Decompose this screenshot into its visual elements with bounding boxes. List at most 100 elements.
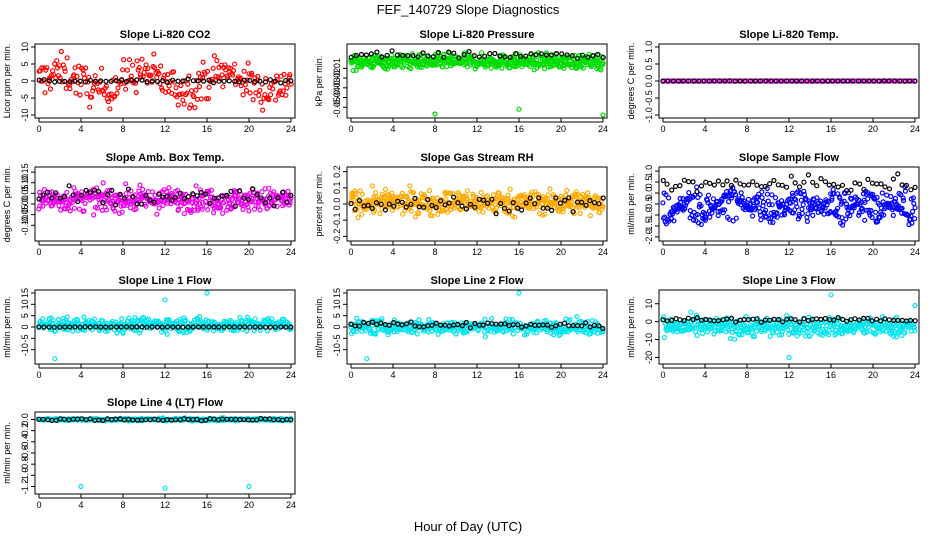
data-point <box>69 79 75 85</box>
data-point <box>70 328 76 334</box>
data-point <box>890 176 897 182</box>
data-point <box>257 207 263 213</box>
data-point <box>77 324 83 330</box>
data-point <box>156 205 162 211</box>
data-point <box>359 211 365 217</box>
series-2 <box>660 78 918 84</box>
data-point <box>767 215 774 221</box>
data-point <box>61 65 68 71</box>
data-point <box>561 320 568 326</box>
data-point <box>288 192 294 198</box>
data-point <box>510 331 516 337</box>
panel-title: Slope Li-820 CO2 <box>120 29 210 41</box>
data-point <box>56 78 63 84</box>
data-point <box>421 204 427 210</box>
figure-xlabel: Hour of Day (UTC) <box>414 519 522 534</box>
data-point <box>81 208 87 214</box>
data-point <box>100 180 106 186</box>
x-tick-label: 8 <box>120 370 125 380</box>
data-point <box>62 206 68 212</box>
data-point <box>160 202 166 208</box>
y-tick-label: 0.0 <box>20 413 30 426</box>
y-tick-label: -0.05 <box>20 204 30 225</box>
data-point <box>371 194 377 200</box>
data-point <box>464 329 470 335</box>
y-axis-label: kPa per min. <box>314 56 324 107</box>
data-point <box>425 53 431 59</box>
y-tick-label: -0.5 <box>644 90 654 106</box>
x-tick-label: 24 <box>598 247 608 257</box>
data-point <box>52 79 58 85</box>
data-point <box>804 218 811 224</box>
y-tick-label: 0.0 <box>644 75 654 88</box>
y-axis-label: ml/min per min. <box>626 296 636 358</box>
x-tick-label: 0 <box>660 247 665 257</box>
data-point <box>912 205 918 211</box>
data-point <box>230 67 237 74</box>
data-point <box>804 78 810 84</box>
data-point <box>745 196 752 202</box>
x-tick-label: 20 <box>244 247 254 257</box>
data-point <box>691 78 697 84</box>
data-point <box>861 186 867 192</box>
data-point <box>36 196 42 202</box>
x-tick-label: 0 <box>348 247 353 257</box>
data-point <box>874 194 880 201</box>
data-point <box>843 216 849 222</box>
data-point <box>211 79 217 86</box>
data-point <box>704 211 710 217</box>
data-point <box>137 182 143 188</box>
data-point <box>97 200 103 207</box>
data-point <box>585 54 591 60</box>
data-point <box>156 191 162 197</box>
data-point <box>88 94 95 100</box>
y-tick-label: 0.5 <box>644 176 654 189</box>
data-point <box>760 199 767 205</box>
data-point <box>162 72 168 78</box>
data-point <box>762 183 768 190</box>
data-point <box>53 190 59 196</box>
data-point <box>532 189 539 195</box>
data-point <box>231 324 237 330</box>
data-point <box>270 86 276 92</box>
data-point <box>173 85 179 91</box>
data-point <box>355 215 361 221</box>
data-point <box>101 91 107 98</box>
data-point <box>119 67 126 73</box>
y-tick-label: -10 <box>332 343 342 356</box>
data-point <box>140 186 146 192</box>
x-tick-label: 20 <box>244 500 254 510</box>
y-tick-label: -10 <box>644 333 654 346</box>
plot-frame <box>34 43 296 119</box>
data-point <box>130 194 136 200</box>
data-point <box>175 206 181 212</box>
plot-frame <box>34 411 296 495</box>
data-point <box>232 203 238 209</box>
x-tick-label: 16 <box>202 124 212 134</box>
data-point <box>862 217 868 223</box>
data-point <box>156 70 162 77</box>
data-point <box>256 92 262 99</box>
data-point <box>140 314 146 320</box>
data-point <box>548 52 554 58</box>
data-point <box>61 78 68 85</box>
data-point <box>591 200 598 206</box>
data-point <box>243 87 249 94</box>
data-point <box>272 78 278 84</box>
data-point <box>147 197 153 203</box>
data-point <box>220 210 226 216</box>
data-point <box>852 316 858 322</box>
data-point <box>373 200 379 206</box>
y-tick-label: 0.10 <box>20 174 30 192</box>
data-point <box>557 200 564 206</box>
data-point <box>143 203 149 209</box>
y-tick-label: 0.0 <box>644 187 654 200</box>
data-point <box>567 317 573 323</box>
data-point <box>866 207 872 213</box>
data-point <box>478 190 484 196</box>
data-point <box>113 77 119 84</box>
x-tick-label: 4 <box>78 500 83 510</box>
data-point <box>533 192 539 198</box>
x-tick-label: 12 <box>784 370 794 380</box>
